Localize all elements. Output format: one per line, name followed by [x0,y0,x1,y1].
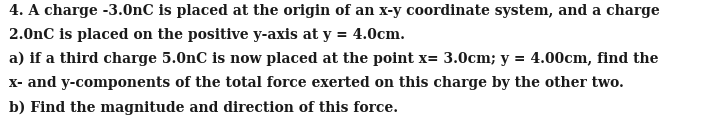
Text: x- and y-components of the total force exerted on this charge by the other two.: x- and y-components of the total force e… [9,76,624,90]
Text: 2.0nC is placed on the positive y-axis at y = 4.0cm.: 2.0nC is placed on the positive y-axis a… [9,28,405,42]
Text: b) Find the magnitude and direction of this force.: b) Find the magnitude and direction of t… [9,100,398,115]
Text: a) if a third charge 5.0nC is now placed at the point x= 3.0cm; y = 4.00cm, find: a) if a third charge 5.0nC is now placed… [9,52,659,66]
Text: 4. A charge -3.0nC is placed at the origin of an x-y coordinate system, and a ch: 4. A charge -3.0nC is placed at the orig… [9,4,660,18]
